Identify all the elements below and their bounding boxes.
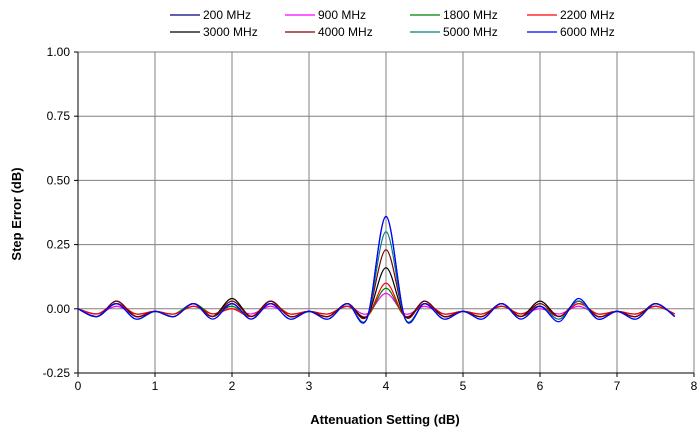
series [77, 215, 676, 324]
legend-label: 4000 MHz [318, 25, 373, 39]
grid [78, 51, 695, 373]
x-axis-title: Attenuation Setting (dB) [310, 412, 459, 427]
x-tick-label: 8 [691, 379, 698, 393]
x-tick-label: 7 [614, 379, 621, 393]
series-line-1800-mhz [77, 287, 675, 318]
y-tick-label: 1.00 [47, 45, 71, 59]
series-line-6000-mhz [77, 215, 676, 324]
x-tick-label: 2 [229, 379, 236, 393]
y-tick-label: -0.25 [43, 366, 71, 380]
axes [74, 51, 695, 377]
legend-label: 1800 MHz [443, 8, 498, 22]
legend-label: 3000 MHz [203, 25, 258, 39]
y-tick-label: 0.00 [47, 302, 71, 316]
legend-label: 6000 MHz [560, 25, 615, 39]
legend-label: 2200 MHz [560, 8, 615, 22]
x-tick-label: 5 [460, 379, 467, 393]
x-tick-label: 1 [152, 379, 159, 393]
tick-labels: 0 1 2 3 4 5 6 7 8 -0.25 0.00 0.25 0.50 0.75 1.00 [43, 45, 698, 393]
x-tick-label: 6 [537, 379, 544, 393]
legend-label: 200 MHz [203, 8, 251, 22]
series-line-3000-mhz [77, 267, 676, 319]
y-tick-label: 0.75 [47, 109, 71, 123]
legend-label: 900 MHz [318, 8, 366, 22]
x-tick-label: 4 [383, 379, 390, 393]
x-tick-label: 3 [306, 379, 313, 393]
y-axis-title: Step Error (dB) [9, 167, 24, 260]
legend: 200 MHz 900 MHz 1800 MHz 2200 MHz 3000 MHz 40… [170, 8, 615, 39]
y-tick-label: 0.25 [47, 238, 71, 252]
y-tick-label: 0.50 [47, 173, 71, 187]
x-tick-label: 0 [75, 379, 82, 393]
series-line-2200-mhz [77, 282, 675, 318]
legend-label: 5000 MHz [443, 25, 498, 39]
